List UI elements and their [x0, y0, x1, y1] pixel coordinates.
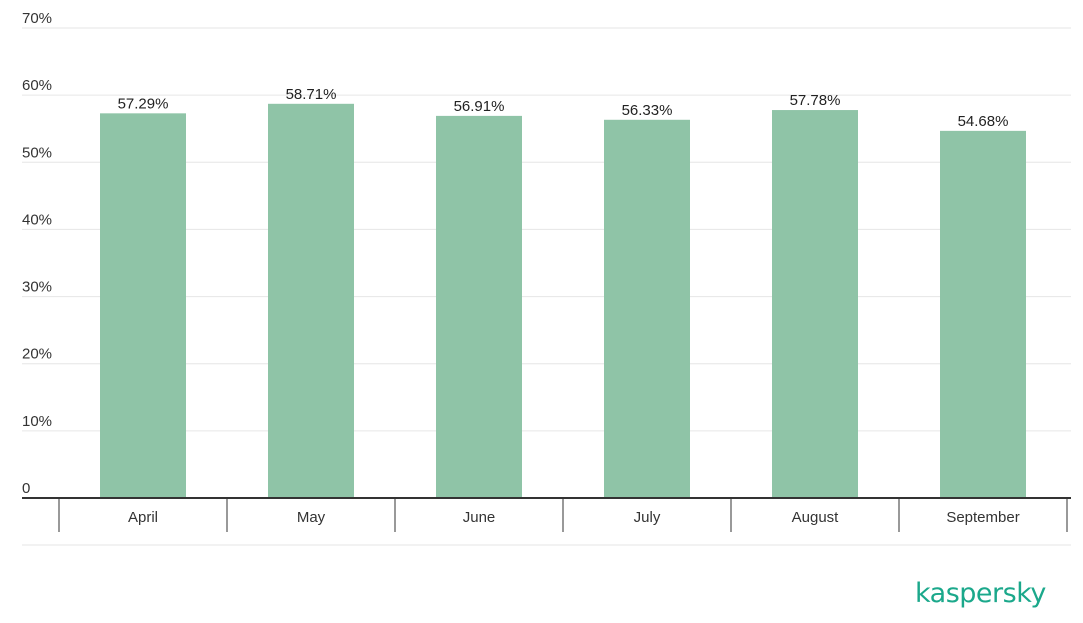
data-label: 58.71%	[286, 86, 337, 103]
data-label: 56.33%	[622, 102, 673, 119]
y-tick-label: 40%	[22, 211, 52, 228]
y-tick-label: 30%	[22, 279, 52, 296]
data-label: 54.68%	[958, 113, 1009, 130]
x-category-label: September	[946, 509, 1019, 526]
y-tick-label: 0	[22, 480, 30, 497]
y-tick-label: 50%	[22, 144, 52, 161]
data-label: 56.91%	[454, 98, 505, 115]
x-category-label: April	[128, 509, 158, 526]
y-axis-ticks: 0 10% 20% 30% 40% 50% 60% 70%	[22, 10, 52, 497]
bar-september	[940, 130, 1026, 498]
y-tick-label: 60%	[22, 77, 52, 94]
x-category-label: July	[634, 509, 661, 526]
x-category-label: June	[463, 509, 496, 526]
data-label: 57.78%	[790, 92, 841, 109]
bar-may	[268, 103, 354, 498]
y-tick-label: 70%	[22, 10, 52, 27]
gridlines	[22, 27, 1071, 432]
y-tick-label: 20%	[22, 346, 52, 363]
kaspersky-logo: kaspersky	[915, 578, 1046, 609]
x-category-label: May	[297, 509, 326, 526]
data-label: 57.29%	[118, 95, 169, 112]
bar-april	[100, 113, 186, 499]
data-labels: 57.29% 58.71% 56.91% 56.33% 57.78% 54.68%	[118, 86, 1009, 130]
bars	[100, 103, 1026, 499]
x-category-label: August	[792, 509, 840, 526]
bar-july	[604, 119, 690, 498]
bar-june	[436, 115, 522, 498]
y-tick-label: 10%	[22, 413, 52, 430]
x-axis: April May June July August September	[22, 497, 1071, 546]
bar-august	[772, 110, 858, 498]
